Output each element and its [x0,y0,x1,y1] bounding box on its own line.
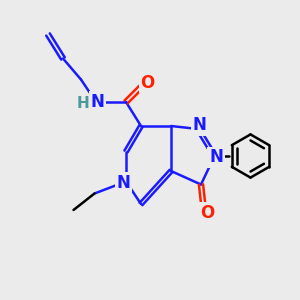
Text: H: H [77,96,90,111]
Text: N: N [117,174,130,192]
Text: N: N [209,148,223,166]
Text: O: O [200,204,214,222]
Text: O: O [140,74,155,92]
Text: N: N [193,116,206,134]
Text: N: N [91,93,104,111]
